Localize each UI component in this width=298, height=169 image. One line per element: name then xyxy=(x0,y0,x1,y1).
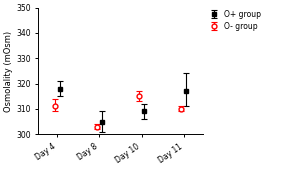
Legend: O+ group, O- group: O+ group, O- group xyxy=(207,9,262,32)
Y-axis label: Osmolality (mOsm): Osmolality (mOsm) xyxy=(4,30,13,112)
